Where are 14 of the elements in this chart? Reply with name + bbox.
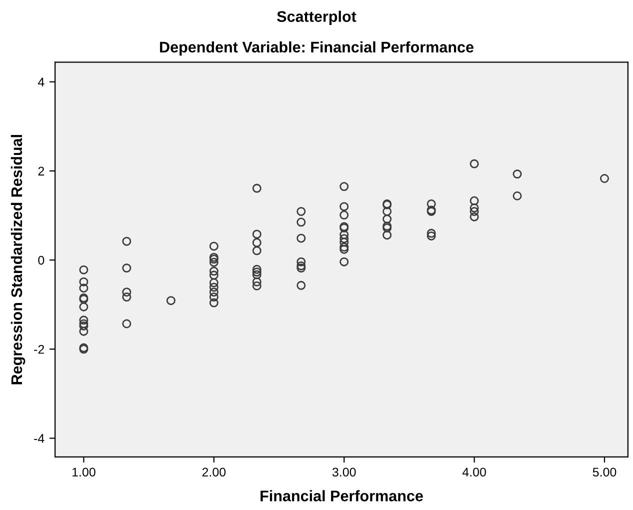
chart-subtitle: Dependent Variable: Financial Performance [160,41,474,56]
y-axis-title: Regression Standardized Residual [10,135,26,384]
x-axis-title: Financial Performance [260,490,423,502]
y-tick-label: -2 [34,344,44,354]
x-tick-label: 1.00 [72,468,96,477]
x-tick-label: 4.00 [462,468,486,477]
x-tick-label: 3.00 [332,468,356,477]
y-tick-label: 0 [38,256,44,265]
y-tick-label: 2 [38,166,44,176]
y-tick-label: 4 [38,78,44,86]
y-tick-label: -4 [34,434,44,443]
chart-title: Scatterplot [277,10,356,25]
x-tick-label: 5.00 [592,468,616,477]
x-tick-label: 2.00 [202,468,226,477]
